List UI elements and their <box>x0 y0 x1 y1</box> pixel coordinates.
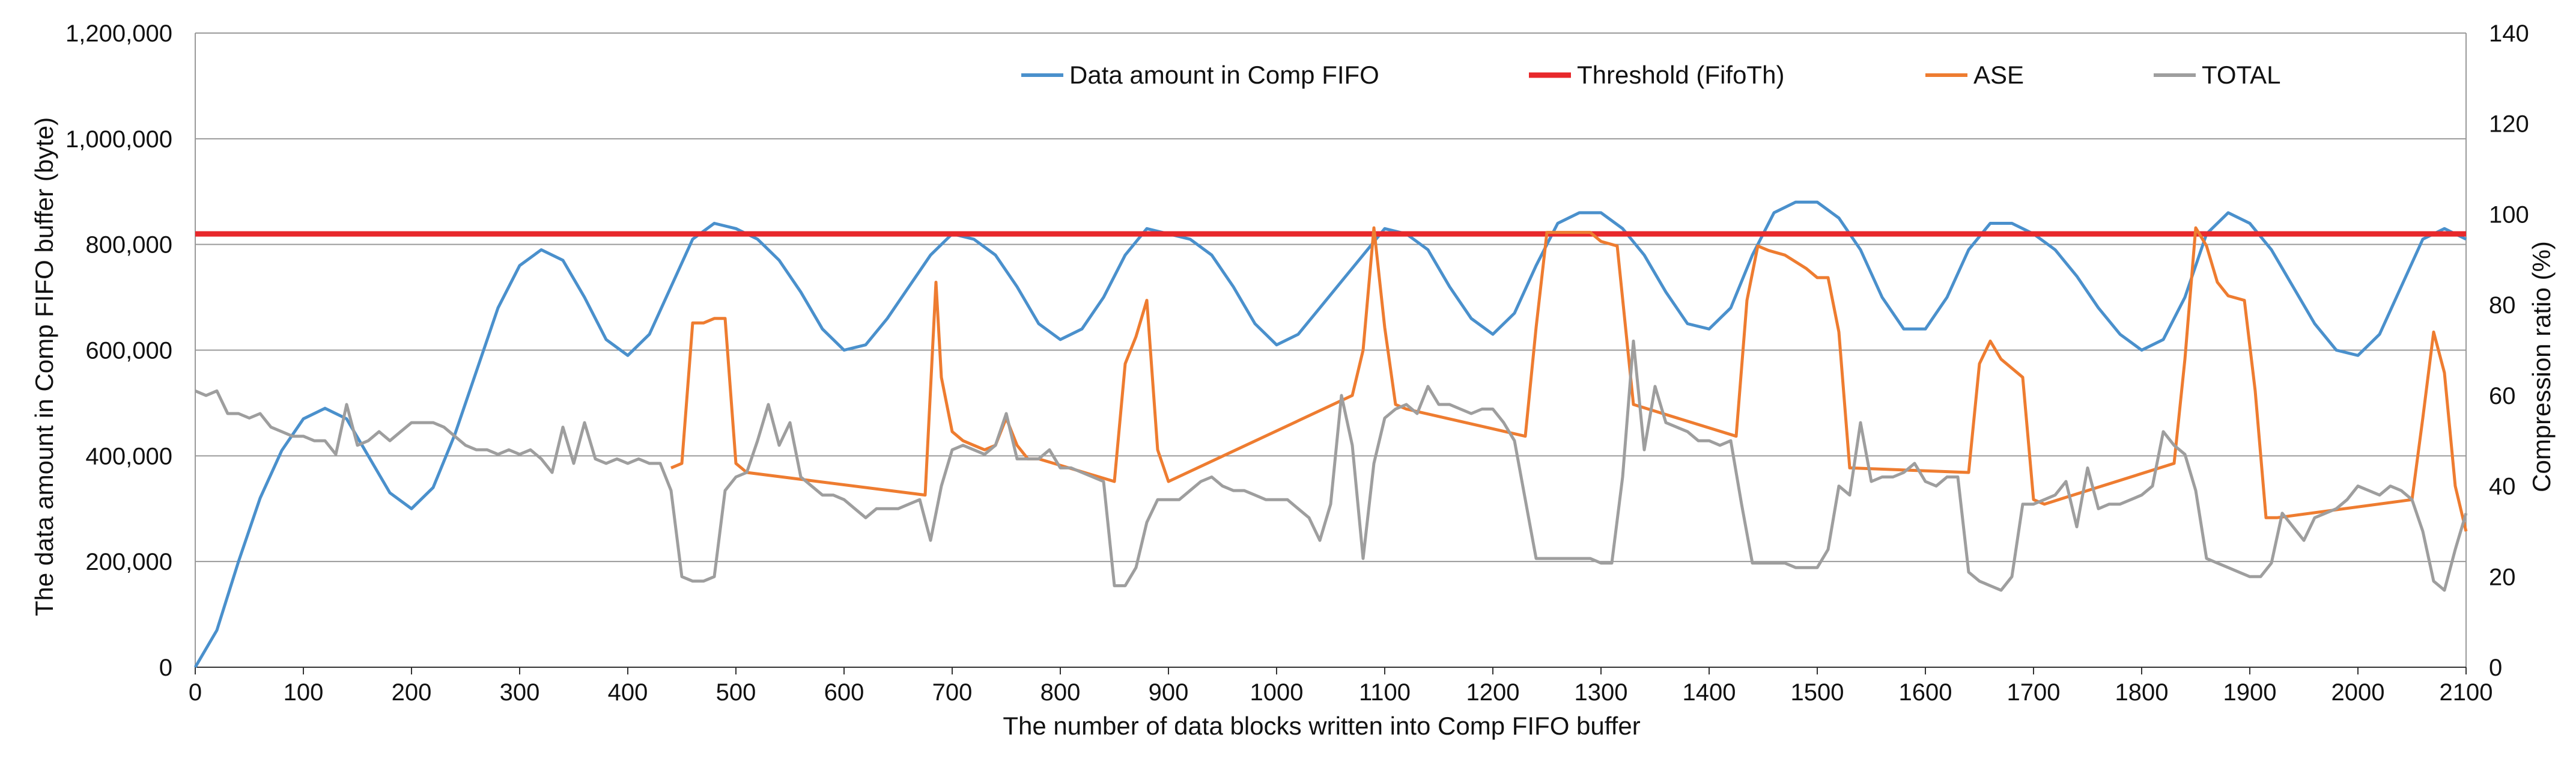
y-left-tick-label: 1,200,000 <box>65 20 172 47</box>
legend-label: ASE <box>1973 61 2024 89</box>
x-tick-label: 1100 <box>1359 679 1411 706</box>
y-right-tick-label: 80 <box>2489 292 2516 319</box>
x-tick-label: 800 <box>1040 679 1081 706</box>
x-axis-label: The number of data blocks written into C… <box>1003 712 1640 740</box>
x-tick-label: 1000 <box>1250 679 1304 706</box>
x-tick-label: 500 <box>716 679 756 706</box>
x-tick-label: 900 <box>1149 679 1189 706</box>
series-line-0 <box>193 200 2467 668</box>
series-line-2 <box>670 226 2468 532</box>
y-right-tick-label: 20 <box>2489 564 2516 590</box>
legend-label: Data amount in Comp FIFO <box>1069 61 1379 89</box>
y-right-tick-label: 120 <box>2489 111 2529 138</box>
y-left-tick-label: 1,000,000 <box>65 126 172 153</box>
y-right-tick-label: 40 <box>2489 474 2516 500</box>
x-tick-label: 600 <box>824 679 864 706</box>
y-right-axis-label: Compression ratio (%) <box>2527 241 2556 492</box>
legend-label: Threshold (FifoTh) <box>1577 61 1784 89</box>
x-tick-label: 1300 <box>1575 679 1628 706</box>
x-tick-label: 200 <box>392 679 432 706</box>
y-right-tick-label: 0 <box>2489 655 2502 681</box>
x-tick-label: 1800 <box>2115 679 2169 706</box>
x-tick-label: 700 <box>932 679 973 706</box>
x-tick-label: 400 <box>608 679 648 706</box>
x-tick-label: 1500 <box>1791 679 1844 706</box>
x-tick-label: 2000 <box>2331 679 2385 706</box>
x-tick-label: 100 <box>284 679 324 706</box>
y-right-tick-label: 100 <box>2489 201 2529 228</box>
x-tick-label: 0 <box>189 679 202 706</box>
y-left-tick-label: 200,000 <box>85 549 172 575</box>
y-left-tick-label: 0 <box>159 655 172 681</box>
x-tick-label: 1200 <box>1466 679 1520 706</box>
y-right-tick-label: 140 <box>2489 20 2529 47</box>
x-tick-label: 300 <box>500 679 540 706</box>
x-tick-label: 1400 <box>1683 679 1736 706</box>
y-left-tick-label: 400,000 <box>85 443 172 469</box>
series-line-3 <box>195 339 2468 592</box>
x-tick-label: 1900 <box>2223 679 2277 706</box>
y-left-axis-label: The data amount in Comp FIFO buffer (byt… <box>30 117 58 616</box>
x-tick-label: 1600 <box>1899 679 1952 706</box>
x-tick-label: 1700 <box>2007 679 2061 706</box>
legend-label: TOTAL <box>2202 61 2280 89</box>
y-left-tick-label: 800,000 <box>85 232 172 258</box>
y-left-tick-label: 600,000 <box>85 338 172 364</box>
x-tick-label: 2100 <box>2440 679 2493 706</box>
y-right-tick-label: 60 <box>2489 383 2516 409</box>
